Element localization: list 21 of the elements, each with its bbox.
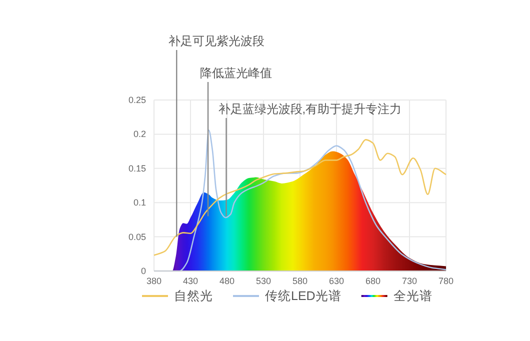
annotation: 补足蓝绿光波段,有助于提升专注力	[218, 102, 402, 116]
x-tick-label: 730	[402, 276, 418, 286]
y-tick-label: 0.1	[133, 198, 146, 208]
x-tick-label: 580	[292, 276, 308, 286]
y-tick-label: 0.25	[128, 95, 146, 105]
annotation: 降低蓝光峰值	[200, 66, 272, 80]
x-tick-label: 530	[256, 276, 272, 286]
y-tick-label: 0.05	[128, 232, 146, 242]
y-tick-label: 0.15	[128, 163, 146, 174]
legend-label: 传统LED光谱	[265, 289, 342, 303]
x-tick-label: 630	[328, 276, 344, 286]
x-tick-label: 380	[146, 276, 162, 286]
annotation: 补足可见紫光波段	[168, 34, 265, 48]
x-tick-label: 680	[365, 276, 381, 286]
x-tick-label: 430	[182, 276, 198, 286]
legend-label: 全光谱	[393, 289, 432, 303]
x-tick-label: 780	[438, 276, 454, 286]
y-tick-label: 0	[140, 266, 146, 276]
y-tick-label: 0.2	[133, 129, 146, 140]
legend-label: 自然光	[174, 289, 213, 303]
x-tick-label: 480	[219, 276, 235, 286]
